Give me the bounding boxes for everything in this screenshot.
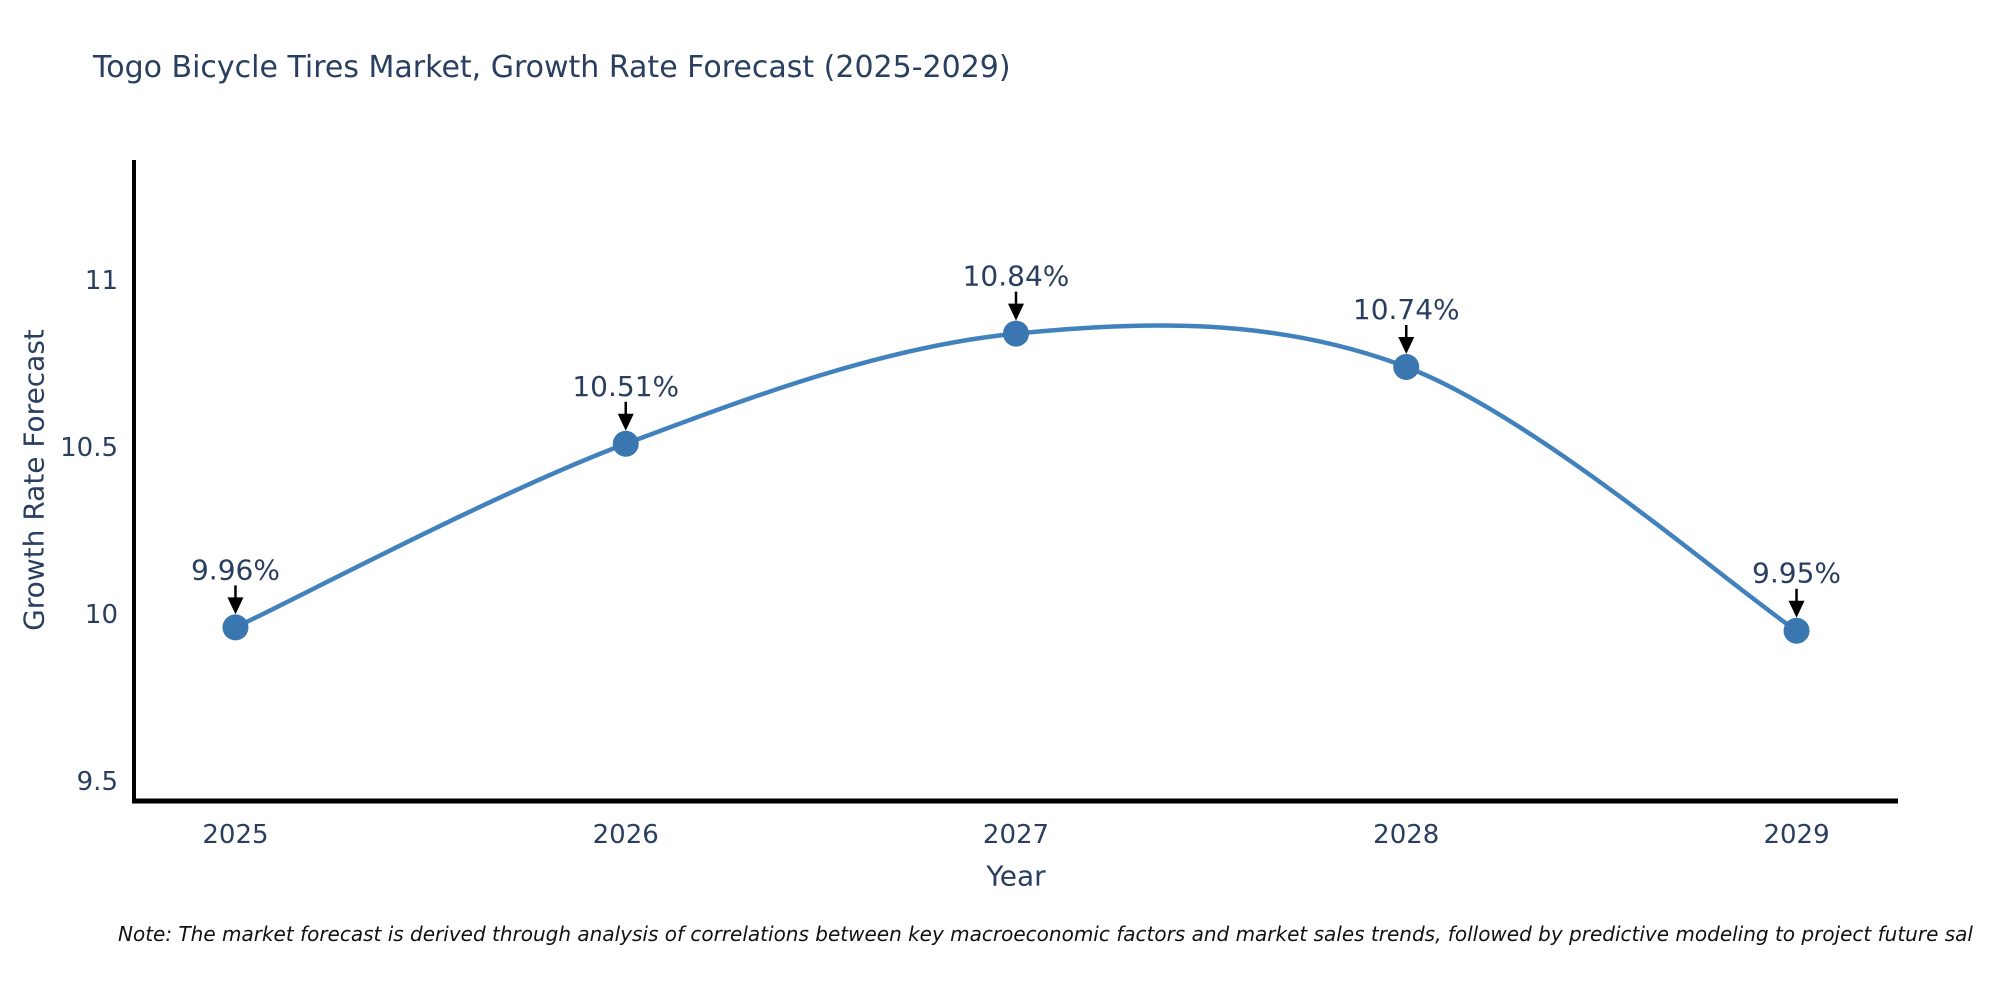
- x-tick-label: 2025: [202, 820, 268, 850]
- forecast-line: [233, 323, 1799, 633]
- x-tick-label: 2026: [593, 820, 659, 850]
- x-tick-label: 2027: [983, 820, 1049, 850]
- point-annotation: 9.95%: [1752, 557, 1841, 590]
- y-tick-label: 11: [85, 266, 118, 296]
- point-annotation: 9.96%: [191, 553, 280, 586]
- point-annotation: 10.84%: [963, 260, 1070, 293]
- data-point-marker: [1393, 353, 1420, 380]
- footnote: Note: The market forecast is derived thr…: [118, 922, 1973, 946]
- x-axis-title: Year: [986, 859, 1046, 893]
- point-annotation: 10.74%: [1353, 293, 1460, 326]
- point-annotation: 10.51%: [572, 370, 679, 403]
- data-point-marker: [1783, 617, 1810, 644]
- y-axis-title: Growth Rate Forecast: [17, 329, 51, 631]
- data-point-marker: [1003, 320, 1029, 347]
- chart-title: Togo Bicycle Tires Market, Growth Rate F…: [93, 50, 1011, 85]
- annotation-arrow-head: [1008, 303, 1024, 321]
- annotation-arrow-head: [1788, 600, 1805, 618]
- annotation-arrow-head: [227, 597, 244, 615]
- annotation-arrow-head: [1398, 336, 1415, 354]
- data-point-marker: [612, 430, 639, 457]
- y-tick-label: 10: [85, 600, 118, 630]
- data-point-marker: [222, 614, 249, 641]
- y-tick-label: 10.5: [60, 433, 118, 463]
- annotation-arrow-head: [617, 413, 634, 431]
- y-tick-label: 9.5: [77, 767, 118, 797]
- x-tick-label: 2028: [1373, 820, 1439, 850]
- x-tick-label: 2029: [1763, 820, 1829, 850]
